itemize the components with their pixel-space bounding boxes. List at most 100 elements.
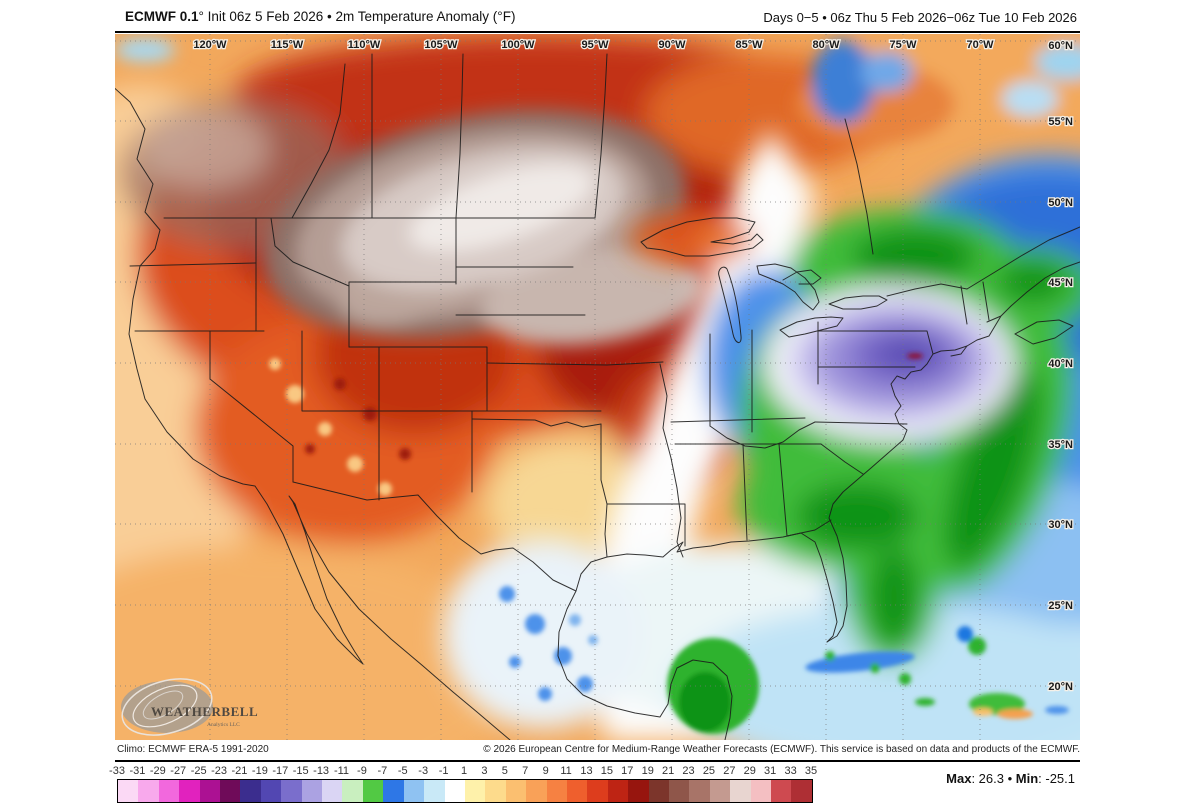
graticule-labels: 120°W 115°W 110°W 105°W 100°W 95°W 90°W 85°W 80°… [192, 38, 1074, 695]
colorbar-cell [587, 780, 608, 802]
colorbar-cell [730, 780, 751, 802]
grid-label: 95°W [581, 39, 609, 51]
colorbar-cell [444, 780, 465, 802]
colorbar-cell [668, 780, 690, 802]
colorbar-cell [240, 780, 261, 802]
max-label: Max [946, 771, 972, 786]
colorbar-tick: -21 [231, 765, 248, 777]
grid-label: 80°W [812, 39, 840, 51]
copyright-note: © 2026 European Centre for Medium-Range … [483, 744, 1080, 755]
colorbar-tick: 3 [481, 765, 488, 777]
colorbar-tick: 7 [522, 765, 529, 777]
grid-label: 35°N [1048, 439, 1073, 451]
graticule [115, 34, 1080, 740]
colorbar-cell [260, 780, 282, 802]
colorbar-tick: 9 [542, 765, 549, 777]
title-rest: ° Init 06z 5 Feb 2026 • 2m Temperature A… [198, 9, 516, 24]
colorbar-cell [179, 780, 200, 802]
colorbar-tick: 29 [743, 765, 756, 777]
colorbar-cell [118, 780, 139, 802]
colorbar-cell [281, 780, 302, 802]
colorbar-tick: 17 [621, 765, 634, 777]
weatherbell-logo: WEATHERBELL Analytics LLC [121, 678, 258, 736]
grid-label: 55°N [1048, 116, 1073, 128]
climo-note: Climo: ECMWF ERA-5 1991-2020 [117, 744, 269, 755]
colorbar-cell [505, 780, 527, 802]
colorbar-tick: 33 [784, 765, 797, 777]
colorbar-cell [322, 780, 343, 802]
colorbar-cell [771, 780, 792, 802]
colorbar-cell [526, 780, 547, 802]
colorbar-cell [628, 780, 649, 802]
colorbar-tick: 19 [641, 765, 654, 777]
min-anomaly-spot [907, 353, 923, 359]
grid-label: 110°W [348, 39, 381, 51]
colorbar-cell [138, 780, 159, 802]
footer-rule [115, 760, 1080, 762]
colorbar-cell [199, 780, 221, 802]
colorbar-tick: -15 [292, 765, 309, 777]
valid-period: Days 0−5 • 06z Thu 5 Feb 2026−06z Tue 10… [763, 10, 1077, 25]
colorbar-cell [383, 780, 404, 802]
colorbar-tick: 15 [600, 765, 613, 777]
colorbar-tick: -23 [211, 765, 227, 777]
colorbar-cell [791, 780, 812, 802]
grid-label: 45°N [1048, 277, 1073, 289]
svg-text:WEATHERBELL: WEATHERBELL [151, 704, 258, 719]
grid-label: 40°N [1048, 358, 1073, 370]
map-title: ECMWF 0.1° Init 06z 5 Feb 2026 • 2m Temp… [125, 9, 515, 24]
colorbar-cell [709, 780, 731, 802]
grid-label: 70°W [966, 39, 994, 51]
colorbar-cell [301, 780, 323, 802]
colorbar-cell [546, 780, 567, 802]
colorbar-cell [158, 780, 180, 802]
grid-label: 60°N [1048, 40, 1073, 52]
colorbar-tick: -27 [170, 765, 187, 777]
model-name: ECMWF 0.1 [125, 9, 199, 24]
colorbar-tick-labels: -33 -31 -29 -27 -25 -23 -21 -19 -17 -15 -13 -11 -9 -7… [109, 765, 817, 778]
colorbar [117, 779, 813, 803]
colorbar-cell [424, 780, 445, 802]
colorbar-tick: -29 [149, 765, 166, 777]
map-canvas: 120°W 115°W 110°W 105°W 100°W 95°W 90°W 85°W 80°… [115, 33, 1080, 741]
max-min-stats: Max: 26.3 • Min: -25.1 [946, 771, 1075, 786]
grid-label: 105°W [424, 39, 458, 51]
colorbar-tick: -11 [333, 765, 350, 777]
colorbar-cell [362, 780, 384, 802]
colorbar-tick: -19 [251, 765, 268, 777]
min-value: : -25.1 [1038, 771, 1075, 786]
colorbar-tick: -13 [313, 765, 330, 777]
colorbar-tick: -31 [129, 765, 146, 777]
colorbar-cell [342, 780, 363, 802]
colorbar-cell [607, 780, 629, 802]
colorbar-tick: -9 [357, 765, 367, 777]
grid-label: 50°N [1048, 197, 1073, 209]
colorbar-tick: 13 [580, 765, 593, 777]
colorbar-cell [566, 780, 588, 802]
temperature-field: 120°W 115°W 110°W 105°W 100°W 95°W 90°W 85°W 80°… [115, 34, 1080, 740]
min-label: Min [1015, 771, 1039, 786]
colorbar-cell [464, 780, 486, 802]
colorbar-cell [485, 780, 506, 802]
colorbar-tick: 31 [764, 765, 777, 777]
colorbar-tick: -25 [190, 765, 207, 777]
colorbar-tick: -3 [418, 765, 429, 777]
colorbar-cell [648, 780, 669, 802]
colorbar-tick: 27 [723, 765, 736, 777]
colorbar-cell [220, 780, 241, 802]
colorbar-tick: -33 [109, 765, 125, 777]
max-value: : 26.3 [971, 771, 1008, 786]
colorbar-tick: -17 [272, 765, 289, 777]
grid-label: 100°W [501, 39, 535, 51]
colorbar-cell [750, 780, 771, 802]
colorbar-tick: 25 [702, 765, 716, 777]
colorbar-tick: -7 [377, 765, 388, 777]
grid-label: 20°N [1048, 681, 1073, 693]
colorbar-tick: 1 [460, 765, 468, 777]
header-rule [115, 31, 1080, 33]
colorbar-tick: 5 [501, 765, 508, 777]
grid-label: 30°N [1048, 519, 1073, 531]
grid-label: 75°W [889, 39, 917, 51]
grid-label: 85°W [735, 39, 763, 51]
colorbar-cell [689, 780, 710, 802]
